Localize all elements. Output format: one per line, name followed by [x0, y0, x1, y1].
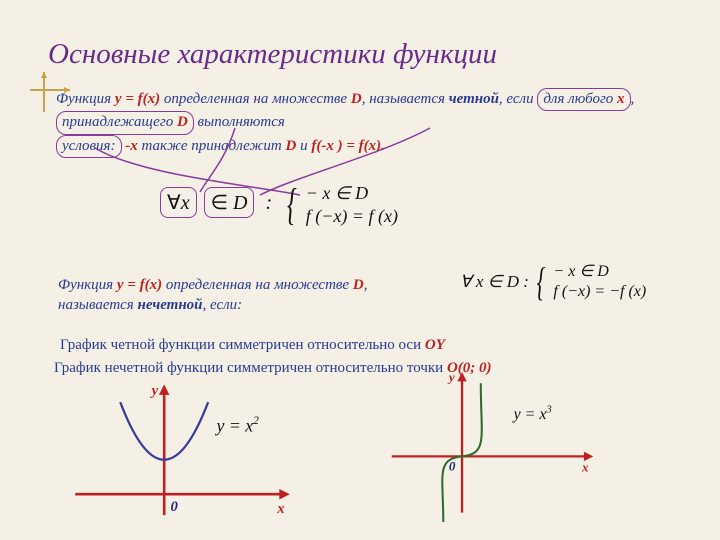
text: определенная на множестве [160, 91, 351, 107]
highlight-conditions: условия: [56, 135, 122, 158]
forall-part: ∀ x ∈ D : [460, 272, 529, 291]
colon: : [265, 192, 272, 214]
formula-odd: ∀ x ∈ D : { − x ∈ D f (−x) = −f (x) [460, 262, 710, 302]
y-axis-label: y [447, 372, 455, 384]
set-D: D [353, 277, 364, 293]
text: , называется [362, 91, 449, 107]
forall-box: ∀x [160, 187, 197, 218]
text: График четной функции симметричен относи… [60, 337, 425, 353]
set-D: D [351, 91, 362, 107]
text: , [631, 91, 635, 107]
even-word: четной [449, 91, 499, 107]
text: и [296, 138, 311, 154]
highlight-in-D: принадлежащего D [56, 111, 194, 134]
text: выполняются [194, 114, 285, 130]
var-x: x [181, 192, 190, 214]
equation-label: y = x3 [512, 404, 552, 423]
equation-even: f(-x ) = f(x). [311, 138, 385, 154]
brace-icon: { [537, 264, 546, 300]
origin-label: 0 [449, 458, 456, 473]
text: Функция [58, 277, 117, 293]
yfx: y = f(x) [115, 91, 160, 107]
chart-parabola: y x 0 y = x2 [70, 380, 295, 530]
text: Функция [56, 91, 115, 107]
line2: f (−x) = f (x) [306, 206, 398, 226]
in-D-box: ∈ D [204, 187, 255, 218]
system-lines: − x ∈ D f (−x) = −f (x) [553, 262, 646, 302]
text: определенная на множестве [162, 277, 353, 293]
chart-cubic: y x 0 y = x3 [380, 372, 605, 522]
y-axis-label: y [150, 383, 159, 399]
odd-word: нечетной [138, 297, 203, 313]
definition-odd: Функция y = f(x) определенная на множест… [58, 275, 428, 316]
yfx: y = f(x) [117, 277, 162, 293]
set-D: D [233, 192, 247, 214]
neg-x: -x [125, 138, 138, 154]
line1: − x ∈ D [553, 263, 608, 280]
page-title: Основные характеристики функции [48, 38, 497, 71]
set-D: D [177, 114, 188, 130]
x-axis-label: x [581, 459, 589, 474]
line2: f (−x) = −f (x) [553, 283, 646, 300]
text: , если [499, 91, 537, 107]
definition-even: Функция y = f(x) определенная на множест… [56, 88, 666, 158]
var-x: x [617, 91, 625, 107]
origin-label: 0 [170, 499, 178, 515]
statement-even-symmetry: График четной функции симметричен относи… [60, 335, 680, 355]
text: условия: [62, 138, 116, 154]
text: , если: [203, 297, 243, 313]
line1: − x ∈ D [306, 183, 368, 203]
highlight-forall-x: для любого x [537, 88, 630, 111]
system-lines: − x ∈ D f (−x) = f (x) [306, 182, 398, 227]
set-D: D [286, 138, 297, 154]
text: также принадлежит [138, 138, 286, 154]
forall-symbol: ∀ [167, 192, 181, 214]
axis-OY: OY [425, 337, 445, 353]
brace-icon: { [287, 185, 297, 225]
formula-even: ∀x ∈ D : { − x ∈ D f (−x) = f (x) [160, 182, 560, 238]
equation-label: y = x2 [215, 415, 260, 435]
text: для любого [543, 91, 617, 107]
in-symbol: ∈ [211, 192, 228, 214]
text: принадлежащего [62, 114, 177, 130]
x-axis-label: x [276, 501, 284, 517]
